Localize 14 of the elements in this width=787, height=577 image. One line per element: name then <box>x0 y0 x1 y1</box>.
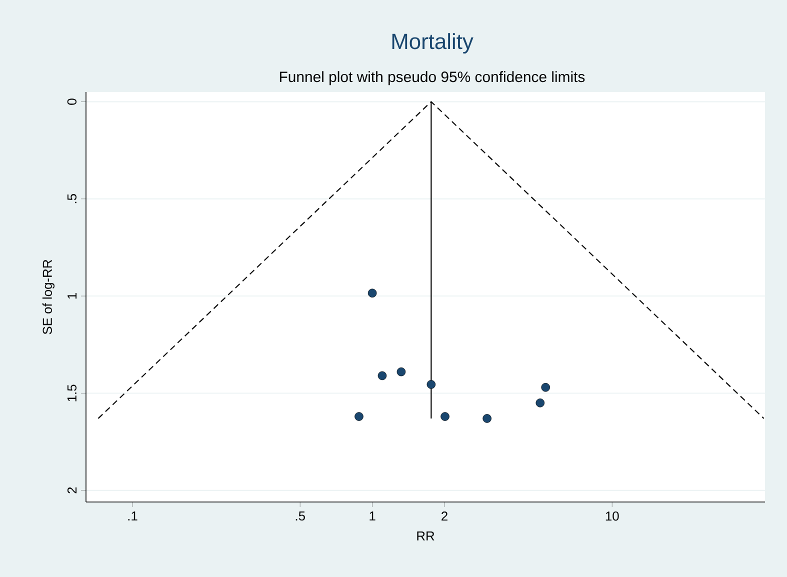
x-axis-title: RR <box>417 532 434 540</box>
y-tick-label: 2 <box>67 487 77 494</box>
y-tick-label: 1.5 <box>67 384 77 402</box>
y-tick-label: 0 <box>67 98 77 105</box>
x-tick-label: .1 <box>128 512 138 520</box>
y-tick-label: .5 <box>67 194 77 204</box>
y-tick-label: 1 <box>68 293 77 299</box>
y-axis-title: SE of log-RR <box>42 260 55 334</box>
chart-subtitle: Funnel plot with pseudo 95% confidence limits <box>280 71 585 86</box>
x-tick-label: 1 <box>370 512 376 520</box>
x-tick-label: .5 <box>296 512 305 521</box>
x-tick-label: 2 <box>442 512 448 521</box>
chart-title: Mortality <box>392 33 474 54</box>
x-tick-label: 10 <box>606 512 619 521</box>
